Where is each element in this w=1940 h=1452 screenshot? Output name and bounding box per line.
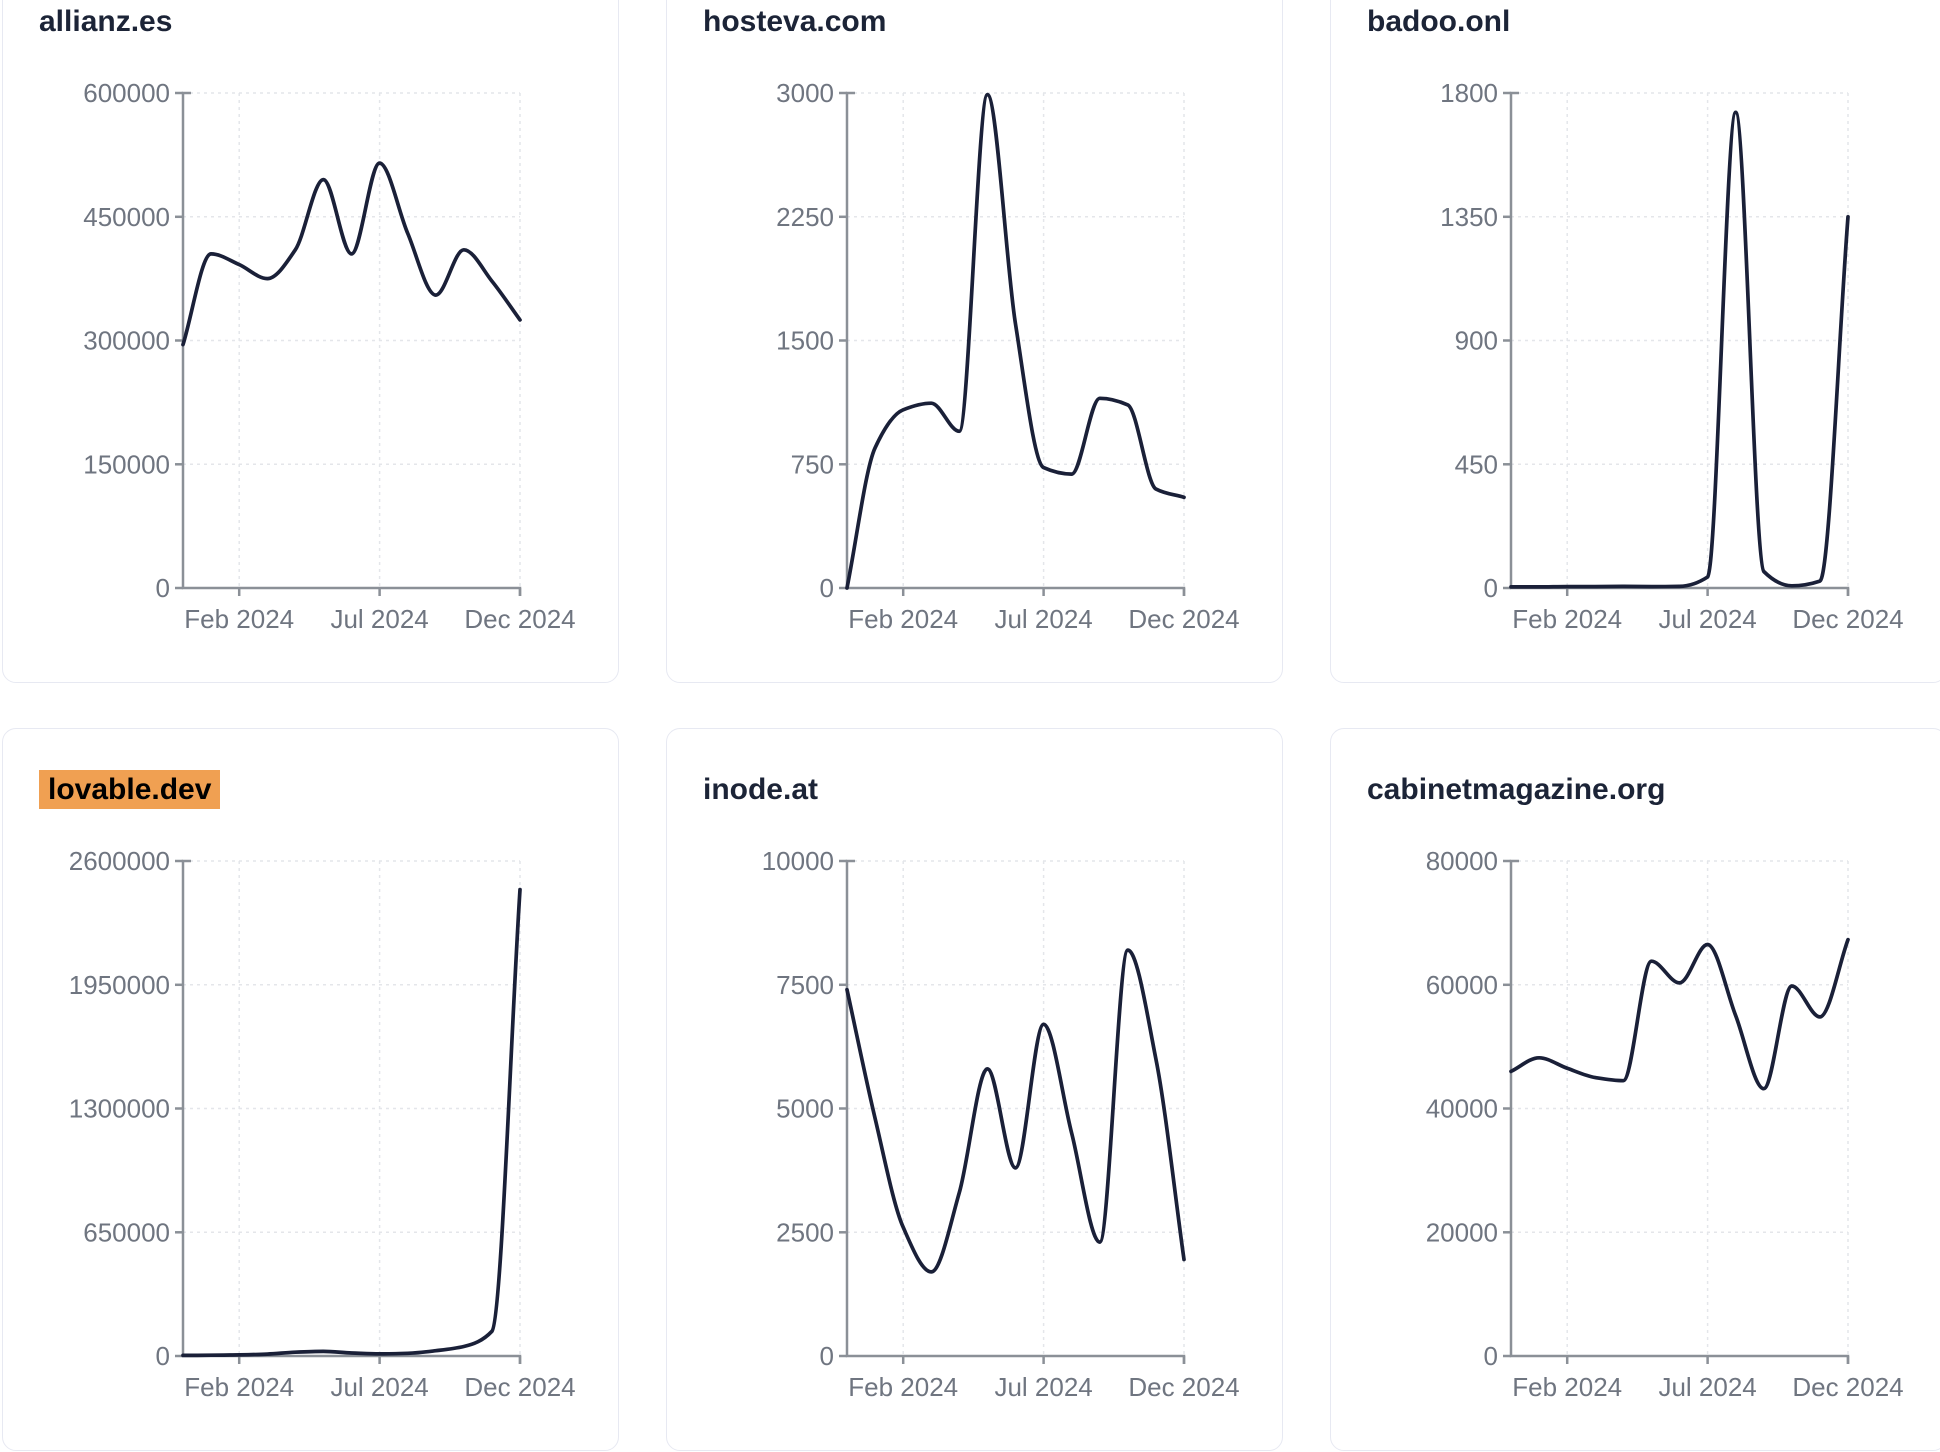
y-tick-label: 650000 [83,1217,170,1247]
line-chart: 0 650000 1300000 1950000 2600000 Feb 2024 Jul … [69,846,576,1402]
y-tick-label: 2500 [776,1217,834,1247]
y-tick-label: 1300000 [69,1094,170,1124]
line-chart: 0 150000 300000 450000 600000 Feb 2024 Jul 202… [83,78,575,634]
line-chart: 0 20000 40000 60000 80000 Feb 2024 Jul 2024 Dec… [1426,846,1904,1402]
y-tick-label: 900 [1455,326,1498,356]
series-line [181,887,522,1358]
series-line [1509,937,1850,1091]
y-tick-label: 1350 [1440,202,1498,232]
chart-title-wrap: lovable.dev [39,770,221,809]
y-tick-label: 0 [1484,1341,1498,1371]
chart-card-cabinetmagazine-org: cabinetmagazine.org 0 20000 40000 60000 8000… [1330,728,1940,1451]
y-tick-label: 2600000 [69,846,170,876]
x-tick-label: Feb 2024 [848,604,958,634]
chart-card-allianz-es: allianz.es 0 150000 300000 450000 600000 Feb … [2,0,619,683]
y-tick-label: 1950000 [69,970,170,1000]
chart-card-hosteva-com: hosteva.com 0 750 1500 2250 3000 Feb 2024 Jul … [666,0,1283,683]
x-tick-label: Jul 2024 [994,1372,1092,1402]
chart-title-wrap: allianz.es [39,3,172,41]
chart-title-wrap: hosteva.com [703,3,886,41]
y-tick-label: 20000 [1426,1217,1498,1247]
chart-title: lovable.dev [39,770,221,809]
x-tick-label: Feb 2024 [848,1372,958,1402]
chart-title: inode.at [703,773,819,806]
line-chart: 0 2500 5000 7500 10000 Feb 2024 Jul 2024 Dec 20… [762,846,1240,1402]
y-tick-label: 10000 [762,846,834,876]
chart-title: badoo.onl [1367,5,1511,38]
x-tick-label: Dec 2024 [1792,604,1903,634]
axis-domain [1509,859,1850,1364]
x-tick-label: Jul 2024 [1658,1372,1756,1402]
y-tick-label: 2250 [776,202,834,232]
y-tick-label: 0 [1484,573,1498,603]
axis-domain [845,859,1186,1364]
chart-title-wrap: inode.at [703,771,818,809]
y-tick-label: 750 [791,449,834,479]
x-tick-label: Jul 2024 [994,604,1092,634]
chart-card-lovable-dev: lovable.dev 0 650000 1300000 1950000 2600000… [2,728,619,1451]
axis-domain [1509,91,1850,596]
x-tick-label: Jul 2024 [330,604,428,634]
y-tick-label: 0 [156,1341,170,1371]
axis-domain [845,91,1186,596]
x-tick-label: Feb 2024 [184,1372,294,1402]
x-tick-label: Dec 2024 [1128,1372,1239,1402]
chart-title-wrap: badoo.onl [1367,3,1510,41]
x-tick-label: Jul 2024 [330,1372,428,1402]
axis-domain [181,859,522,1364]
y-tick-label: 5000 [776,1094,834,1124]
y-tick-label: 0 [820,573,834,603]
y-tick-label: 300000 [83,326,170,356]
y-tick-label: 1800 [1440,78,1498,108]
y-tick-label: 150000 [83,449,170,479]
series-line [1509,110,1850,589]
x-tick-label: Dec 2024 [1128,604,1239,634]
x-tick-label: Feb 2024 [1512,1372,1622,1402]
chart-card-badoo-onl: badoo.onl 0 450 900 1350 1800 Feb 2024 Jul 202… [1330,0,1940,683]
series-line [845,948,1186,1274]
x-tick-label: Feb 2024 [184,604,294,634]
y-tick-label: 600000 [83,78,170,108]
series-line [181,161,522,347]
chart-title: hosteva.com [703,5,887,38]
y-tick-label: 450000 [83,202,170,232]
chart-title: cabinetmagazine.org [1367,773,1666,806]
y-tick-label: 0 [156,573,170,603]
x-tick-label: Dec 2024 [1792,1372,1903,1402]
axis-domain [181,91,522,596]
y-tick-label: 60000 [1426,970,1498,1000]
chart-title: allianz.es [39,5,173,38]
line-chart: 0 750 1500 2250 3000 Feb 2024 Jul 2024 Dec 2024 [776,78,1240,634]
y-tick-label: 450 [1455,449,1498,479]
y-tick-label: 0 [820,1341,834,1371]
x-tick-label: Feb 2024 [1512,604,1622,634]
chart-title-wrap: cabinetmagazine.org [1367,771,1665,809]
x-tick-label: Dec 2024 [464,604,575,634]
x-tick-label: Jul 2024 [1658,604,1756,634]
y-tick-label: 3000 [776,78,834,108]
y-tick-label: 40000 [1426,1094,1498,1124]
chart-card-inode-at: inode.at 0 2500 5000 7500 10000 Feb 2024 Jul 2… [666,728,1283,1451]
series-line [845,92,1186,590]
y-tick-label: 7500 [776,970,834,1000]
y-tick-label: 80000 [1426,846,1498,876]
x-tick-label: Dec 2024 [464,1372,575,1402]
line-chart: 0 450 900 1350 1800 Feb 2024 Jul 2024 Dec 2024 [1440,78,1904,634]
y-tick-label: 1500 [776,326,834,356]
